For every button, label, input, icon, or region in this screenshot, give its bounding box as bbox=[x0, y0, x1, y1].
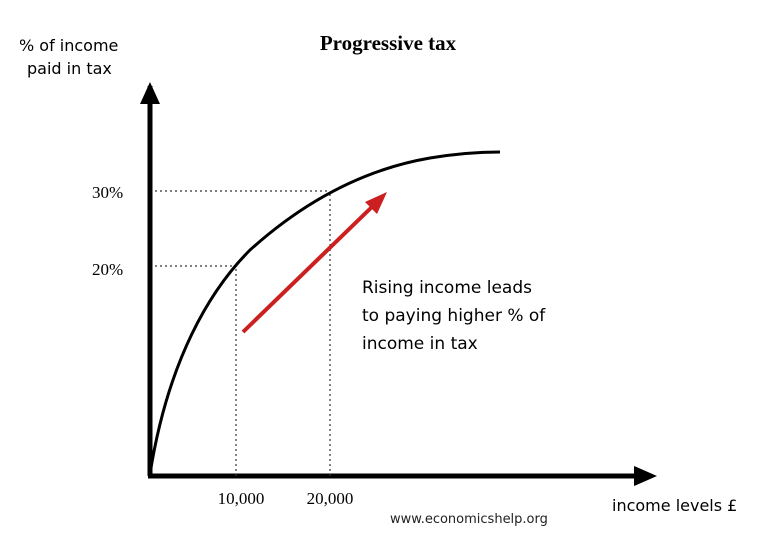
reference-lines bbox=[155, 190, 331, 476]
tax-curve bbox=[148, 150, 501, 475]
y-axis-label-line2: paid in tax bbox=[27, 59, 112, 78]
y-tick-label-20: 20% bbox=[92, 260, 123, 279]
y-axis-label-line1: % of income bbox=[19, 36, 118, 55]
source-label: www.economicshelp.org bbox=[390, 512, 548, 527]
x-tick-label-20000: 20,000 bbox=[307, 489, 354, 508]
y-tick-label-30: 30% bbox=[92, 183, 123, 202]
annotation-line-3: income in tax bbox=[362, 334, 478, 354]
rising-arrow bbox=[241, 201, 378, 334]
y-axis-arrowhead bbox=[140, 82, 160, 104]
chart-title: Progressive tax bbox=[320, 31, 457, 55]
annotation-line-1: Rising income leads bbox=[362, 278, 532, 298]
x-axis-arrowhead bbox=[634, 466, 657, 486]
x-tick-label-10000: 10,000 bbox=[218, 489, 265, 508]
annotation-line-2: to paying higher % of bbox=[362, 306, 546, 326]
x-axis-label: income levels £ bbox=[612, 496, 737, 515]
rising-arrow-head bbox=[365, 192, 387, 214]
